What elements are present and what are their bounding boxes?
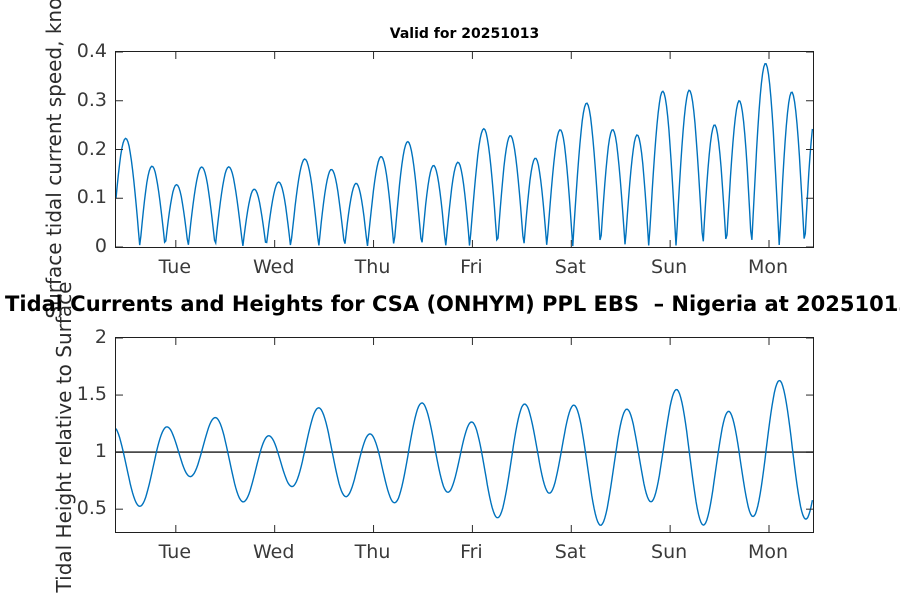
height-x-tick-label: Thu (354, 541, 391, 563)
speed-y-tick-label: 0.4 (76, 40, 107, 62)
speed-x-tick-label: Sun (651, 256, 688, 278)
speed-x-tick-label: Sat (554, 256, 586, 278)
speed-x-tick-label: Mon (747, 256, 789, 278)
height-x-tick-label: Sun (651, 541, 688, 563)
speed-y-tick-label: 0.3 (76, 88, 107, 111)
height-chart-canvas (116, 338, 813, 532)
height-curve (116, 379, 813, 526)
figure-main-title: Tidal Currents and Heights for CSA (ONHY… (5, 292, 900, 316)
height-chart-plot-area (115, 337, 814, 533)
speed-y-tick-label: 0.1 (76, 186, 107, 209)
speed-x-tick-label: Wed (252, 256, 295, 278)
speed-x-tick-label: Thu (354, 256, 391, 278)
speed-x-tick-label: Fri (460, 256, 483, 278)
height-y-tick-label: 0.5 (76, 497, 107, 520)
height-x-tick-label: Sat (554, 541, 586, 563)
speed-chart-plot-area (115, 51, 814, 248)
height-x-tick-label: Fri (460, 541, 483, 563)
height-x-tick-label: Mon (747, 541, 789, 563)
speed-x-tick-label: Tue (158, 256, 192, 278)
speed-chart-title: Valid for 20251013 (389, 26, 540, 42)
height-y-tick-label: 2 (94, 326, 107, 348)
height-x-tick-label: Tue (158, 541, 192, 563)
speed-curve (116, 62, 813, 247)
height-x-tick-label: Wed (252, 541, 295, 563)
height-y-tick-label: 1.5 (76, 383, 107, 406)
speed-y-tick-label: 0.2 (76, 137, 107, 160)
speed-chart-canvas (116, 52, 813, 247)
height-y-tick-label: 1 (94, 440, 107, 463)
speed-y-tick-label: 0 (94, 235, 107, 257)
